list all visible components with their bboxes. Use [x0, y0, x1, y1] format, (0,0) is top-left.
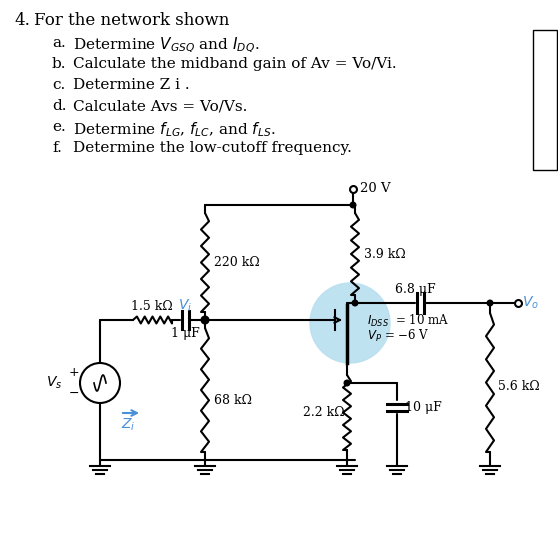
Text: c.: c. — [52, 78, 65, 92]
Text: $V_i$: $V_i$ — [178, 298, 192, 314]
Circle shape — [80, 363, 120, 403]
Text: 2.2 kΩ: 2.2 kΩ — [303, 405, 345, 419]
Text: 220 kΩ: 220 kΩ — [214, 255, 260, 269]
Text: For the network shown: For the network shown — [34, 12, 229, 29]
Text: 5.6 kΩ: 5.6 kΩ — [498, 380, 540, 392]
Text: 1 μF: 1 μF — [171, 326, 199, 340]
Text: Determine $V_{GSQ}$ and $I_{DQ}$.: Determine $V_{GSQ}$ and $I_{DQ}$. — [73, 36, 259, 56]
Circle shape — [487, 300, 493, 306]
Text: Calculate Avs = Vo/Vs.: Calculate Avs = Vo/Vs. — [73, 99, 247, 113]
Text: 4.: 4. — [14, 12, 30, 29]
Text: 10 μF: 10 μF — [405, 400, 442, 413]
Text: 3.9 kΩ: 3.9 kΩ — [364, 247, 406, 261]
Text: $I_{DSS}$  = 10 mA: $I_{DSS}$ = 10 mA — [367, 313, 449, 329]
Text: a.: a. — [52, 36, 66, 50]
Text: +: + — [69, 366, 79, 380]
Circle shape — [310, 283, 390, 363]
Text: Determine Z i .: Determine Z i . — [73, 78, 190, 92]
FancyBboxPatch shape — [533, 30, 557, 170]
Text: −: − — [69, 387, 79, 399]
Text: $V_o$: $V_o$ — [522, 295, 539, 311]
Text: $V_P$ = −6 V: $V_P$ = −6 V — [367, 328, 429, 344]
Text: 68 kΩ: 68 kΩ — [214, 394, 252, 406]
Text: Determine the low-cutoff frequency.: Determine the low-cutoff frequency. — [73, 141, 352, 155]
Text: f.: f. — [52, 141, 62, 155]
Text: 1.5 kΩ: 1.5 kΩ — [131, 300, 173, 312]
Text: Determine $f_{LG}$, $f_{LC}$, and $f_{LS}$.: Determine $f_{LG}$, $f_{LC}$, and $f_{LS… — [73, 120, 276, 139]
Circle shape — [202, 317, 208, 323]
Text: Calculate the midband gain of Av = Vo/Vi.: Calculate the midband gain of Av = Vo/Vi… — [73, 57, 397, 71]
Text: 6.8 μF: 6.8 μF — [395, 282, 435, 295]
Text: b.: b. — [52, 57, 66, 71]
Circle shape — [344, 380, 350, 386]
Circle shape — [352, 300, 358, 306]
Text: d.: d. — [52, 99, 66, 113]
Text: $V_s$: $V_s$ — [46, 375, 62, 391]
Text: e.: e. — [52, 120, 66, 134]
Circle shape — [350, 202, 356, 208]
Text: 20 V: 20 V — [360, 182, 391, 194]
Text: $Z_i$: $Z_i$ — [121, 417, 135, 433]
